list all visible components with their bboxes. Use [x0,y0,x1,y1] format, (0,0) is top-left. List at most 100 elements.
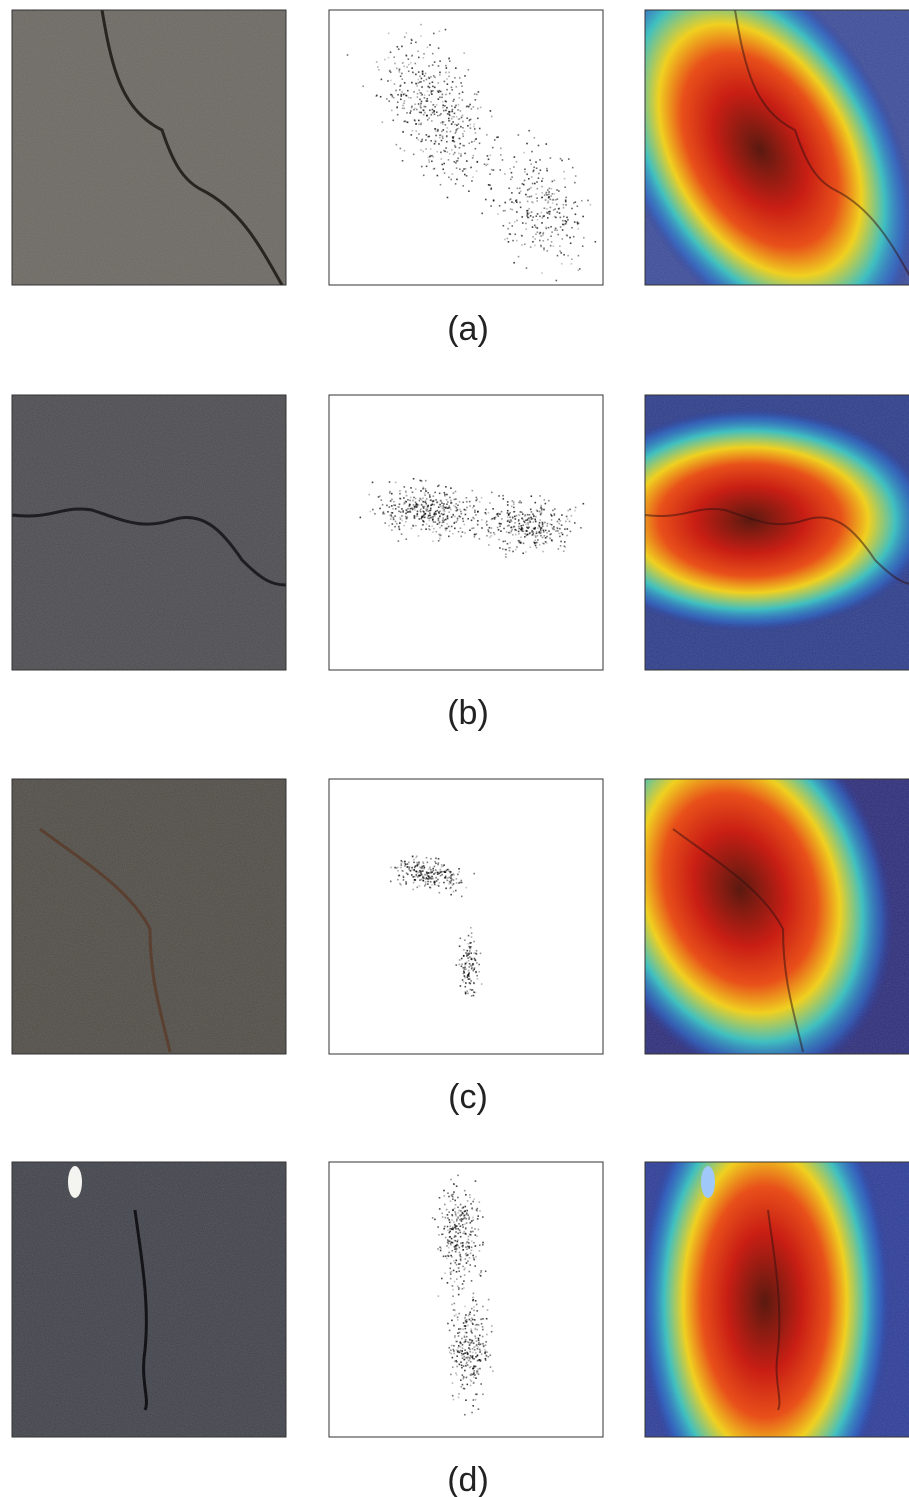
saliency-dot [416,137,418,139]
saliency-dot [547,217,549,219]
saliency-dot [449,1231,451,1233]
saliency-dot [448,114,450,116]
saliency-dot [458,104,460,106]
saliency-dot [548,194,550,196]
saliency-dot [415,857,417,859]
saliency-dot [394,526,396,528]
saliency-dot [491,492,493,494]
saliency-dot [442,137,444,139]
saliency-dot [478,1408,480,1410]
saliency-dot [471,490,473,492]
saliency-dot [399,69,401,71]
saliency-dot [430,887,432,889]
saliency-dot [435,869,437,871]
saliency-dot [445,94,447,96]
saliency-dot [494,139,496,141]
saliency-dot [450,179,452,181]
saliency-dot [572,167,574,169]
saliency-dot [526,174,528,176]
saliency-dot [398,510,400,512]
saliency-dot [441,866,443,868]
saliency-dot [443,1190,445,1192]
saliency-dot [452,1357,454,1359]
saliency-dot [458,1345,460,1347]
saliency-dot [407,508,409,510]
saliency-dot [454,499,456,501]
saliency-dot [581,200,583,202]
saliency-dot [559,245,561,247]
saliency-dot [393,517,395,519]
saliency-dot [478,971,480,973]
saliency-dot [560,541,562,543]
saliency-dot [378,496,380,498]
saliency-dot [554,180,556,182]
saliency-dot [456,1220,458,1222]
saliency-dot [456,160,458,162]
saliency-dot [451,1345,453,1347]
saliency-dot [478,1201,480,1203]
saliency-dot [531,211,533,213]
saliency-dot [543,499,545,501]
saliency-dot [429,109,431,111]
saliency-dot [524,243,526,245]
saliency-dot [508,241,510,243]
saliency-dot [466,1210,468,1212]
saliency-dot [446,528,448,530]
saliency-dot [424,94,426,96]
saliency-dot [423,865,425,867]
saliency-dot [455,1204,457,1206]
saliency-dot [534,245,536,247]
saliency-dot [461,963,463,965]
saliency-dot [434,884,436,886]
saliency-dot [443,110,445,112]
saliency-dot [546,194,548,196]
saliency-dot [474,1228,476,1230]
saliency-dot [403,94,405,96]
saliency-dot [535,226,537,228]
saliency-dot [447,1229,449,1231]
saliency-dot [450,1349,452,1351]
saliency-dot [421,868,423,870]
saliency-dot [535,233,537,235]
saliency-dot [421,516,423,518]
saliency-dot [521,517,523,519]
saliency-dot [440,122,442,124]
saliency-dot [439,892,441,894]
saliency-dot [499,205,501,207]
saliency-dot [566,235,568,237]
saliency-dot [398,540,400,542]
saliency-dot [468,966,470,968]
saliency-dot [463,1322,465,1324]
saliency-dot [465,1339,467,1341]
saliency-dot [485,513,487,515]
saliency-dot [390,518,392,520]
saliency-dot [543,531,545,533]
saliency-dot [465,887,467,889]
saliency-dot [476,94,478,96]
saliency-dot [479,1274,481,1276]
photo [12,395,286,670]
saliency-dot [462,1384,464,1386]
saliency-dot [531,534,533,536]
saliency-dot [448,1247,450,1249]
saliency-dot [529,532,531,534]
saliency-dot [447,507,449,509]
saliency-dot [398,527,400,529]
saliency-dot [455,1260,457,1262]
saliency-dot [459,1219,461,1221]
saliency-dot [562,220,564,222]
saliency-dot [424,874,426,876]
saliency-dot [509,233,511,235]
saliency-dot [446,1245,448,1247]
saliency-dot [417,887,419,889]
saliency-dot [537,227,539,229]
saliency-dot [457,1233,459,1235]
saliency-dot [512,240,514,242]
saliency-dot [450,894,452,896]
saliency-dot [454,1335,456,1337]
saliency-dot [534,238,536,240]
saliency-dot [535,542,537,544]
saliency-dot [551,524,553,526]
saliency-dot [471,1332,473,1334]
saliency-dot [504,239,506,241]
